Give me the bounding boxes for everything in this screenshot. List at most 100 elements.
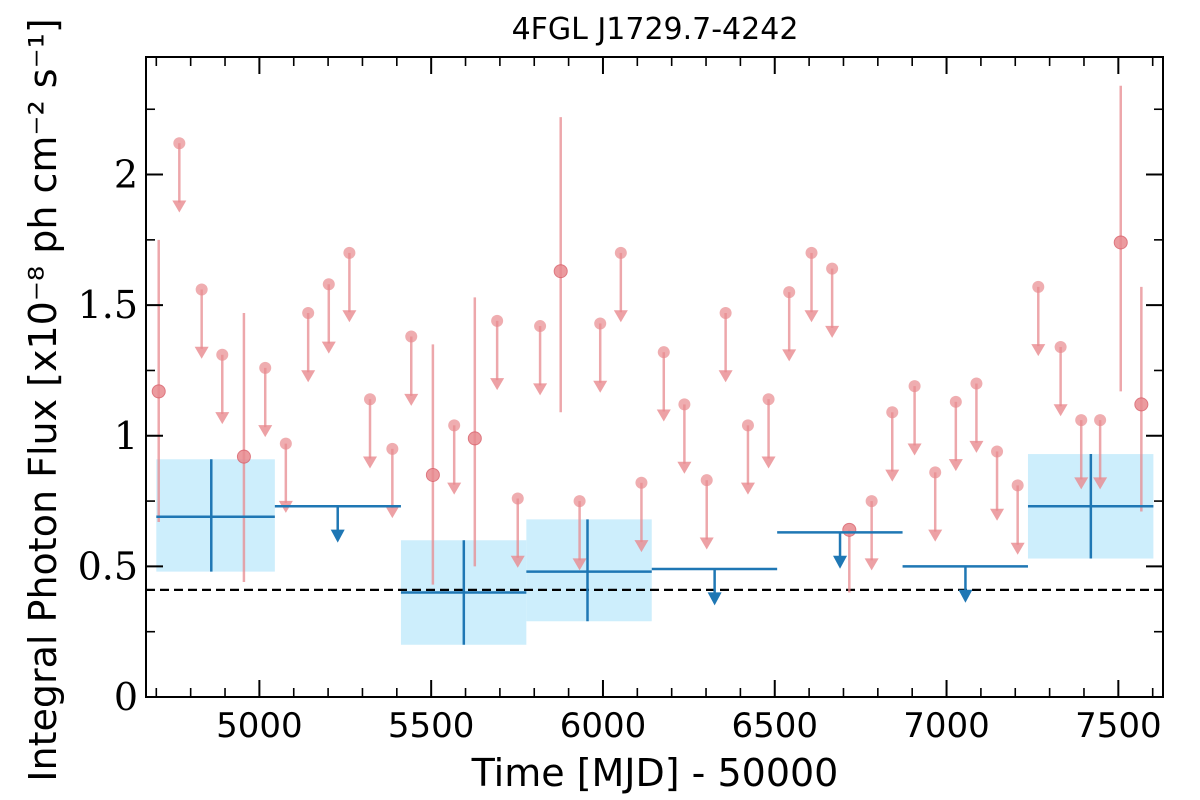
fine-upper-limit-arrow <box>677 461 692 474</box>
fine-upper-limit-arrow <box>948 459 963 472</box>
fine-upper-limit-arrow <box>699 537 714 550</box>
fine-upper-limit-point <box>173 137 186 150</box>
fine-upper-limit-arrow <box>1010 542 1025 555</box>
coarse-bin-bands <box>156 454 1154 645</box>
fine-upper-limit-arrow <box>907 443 922 456</box>
fine-detection-point <box>467 431 482 446</box>
fine-upper-limit-arrow <box>613 310 628 323</box>
fine-upper-limit-point <box>1094 414 1107 427</box>
fine-detection-point <box>553 264 568 279</box>
x-axis-label: Time [MJD] - 50000 <box>471 751 839 795</box>
plot-frame <box>145 56 1164 698</box>
fine-upper-limit-point <box>929 466 942 479</box>
fine-upper-limit-point <box>1075 414 1088 427</box>
fine-upper-limit-arrow <box>533 383 548 396</box>
fine-upper-limit-arrow <box>1093 477 1108 490</box>
fine-upper-limit-point <box>991 445 1004 458</box>
coarse-upper-limit-arrow <box>958 589 973 603</box>
fine-upper-limit-arrow <box>804 310 819 323</box>
fine-upper-limit-arrow <box>194 346 209 359</box>
fine-upper-limit-point <box>949 395 962 408</box>
fine-upper-limit-arrow <box>761 456 776 469</box>
fine-detection-point <box>842 522 857 537</box>
fine-upper-limit-arrow <box>215 412 230 425</box>
x-tick-label: 7500 <box>1075 706 1162 746</box>
fine-upper-limit-arrow <box>1074 477 1089 490</box>
fine-upper-limit-point <box>405 330 418 343</box>
fine-detection-point <box>1134 397 1149 412</box>
y-tick-label: 0 <box>114 675 138 719</box>
fine-upper-limit-arrow <box>172 200 187 213</box>
fine-upper-limit-point <box>216 348 229 361</box>
fine-upper-limit-point <box>448 419 461 432</box>
fine-upper-limit-arrow <box>301 370 316 383</box>
coarse-error-band <box>526 519 652 622</box>
fine-upper-limit-point <box>865 495 878 508</box>
fine-upper-limit-point <box>1032 280 1045 293</box>
fine-detection-point <box>1113 235 1128 250</box>
fine-upper-limit-point <box>635 476 648 489</box>
fine-upper-limit-arrow <box>321 341 336 354</box>
fine-upper-limit-arrow <box>656 409 671 422</box>
fine-upper-limit-point <box>322 278 335 291</box>
axis-ticks: 5000 5500 6000 6500 7000 7500 0 0.5 1 1.5 2 <box>78 57 1163 746</box>
fine-upper-limit-arrow <box>634 540 649 553</box>
y-tick-label: 0.5 <box>78 544 138 588</box>
x-tick-label: 6500 <box>731 706 818 746</box>
fine-upper-limit-arrow <box>490 378 505 391</box>
fine-upper-limit-point <box>700 474 713 487</box>
fine-upper-limit-point <box>386 442 399 455</box>
fine-upper-limit-point <box>886 406 899 419</box>
fine-upper-limit-point <box>534 320 547 333</box>
fine-bin-series <box>151 85 1149 593</box>
fine-upper-limit-point <box>573 495 586 508</box>
fine-upper-limit-point <box>364 393 377 406</box>
fine-upper-limit-point <box>762 393 775 406</box>
fine-upper-limit-arrow <box>593 380 608 393</box>
fine-detection-point <box>151 384 166 399</box>
x-tick-label: 6000 <box>560 706 647 746</box>
x-tick-label: 5500 <box>388 706 475 746</box>
fine-detection-point <box>425 467 440 482</box>
fine-upper-limit-point <box>279 437 292 450</box>
fine-upper-limit-arrow <box>825 325 840 338</box>
fine-upper-limit-point <box>1011 479 1024 492</box>
y-axis-label: Integral Photon Flux [x10⁻⁸ ph cm⁻² s⁻¹] <box>21 18 65 781</box>
fine-upper-limit-arrow <box>385 506 400 519</box>
fine-upper-limit-point <box>343 246 356 259</box>
fine-upper-limit-point <box>826 262 839 275</box>
y-tick-label: 1.5 <box>78 283 138 327</box>
fine-upper-limit-arrow <box>864 558 879 571</box>
fine-upper-limit-point <box>783 286 796 299</box>
fine-upper-limit-arrow <box>928 529 943 542</box>
fine-upper-limit-point <box>259 361 272 374</box>
fine-upper-limit-point <box>302 307 315 319</box>
fine-upper-limit-arrow <box>740 482 755 495</box>
fine-upper-limit-point <box>657 346 670 359</box>
x-tick-label: 7000 <box>903 706 990 746</box>
fine-upper-limit-arrow <box>510 555 525 568</box>
y-tick-label: 1 <box>114 414 138 458</box>
fine-upper-limit-arrow <box>363 456 378 469</box>
fine-detection-point <box>236 449 251 464</box>
x-tick-label: 5000 <box>216 706 303 746</box>
fine-upper-limit-point <box>678 398 691 411</box>
fine-upper-limit-point <box>594 317 607 330</box>
coarse-upper-limit-arrow <box>330 529 345 543</box>
fine-upper-limit-arrow <box>990 508 1005 521</box>
chart-title: 4FGL J1729.7-4242 <box>512 12 799 47</box>
axes-frame <box>145 56 1164 698</box>
fine-upper-limit-point <box>491 314 504 327</box>
fine-upper-limit-point <box>741 419 754 432</box>
fine-upper-limit-point <box>614 246 627 259</box>
fine-upper-limit-arrow <box>447 482 462 495</box>
coarse-bin-series <box>156 454 1154 645</box>
fine-upper-limit-point <box>970 377 983 390</box>
fine-upper-limit-arrow <box>718 370 733 383</box>
fine-upper-limit-arrow <box>258 425 273 438</box>
fine-upper-limit-point <box>1054 340 1067 353</box>
coarse-upper-limit-arrow <box>707 592 722 606</box>
fine-upper-limit-arrow <box>782 349 797 362</box>
fine-upper-limit-point <box>908 380 921 393</box>
